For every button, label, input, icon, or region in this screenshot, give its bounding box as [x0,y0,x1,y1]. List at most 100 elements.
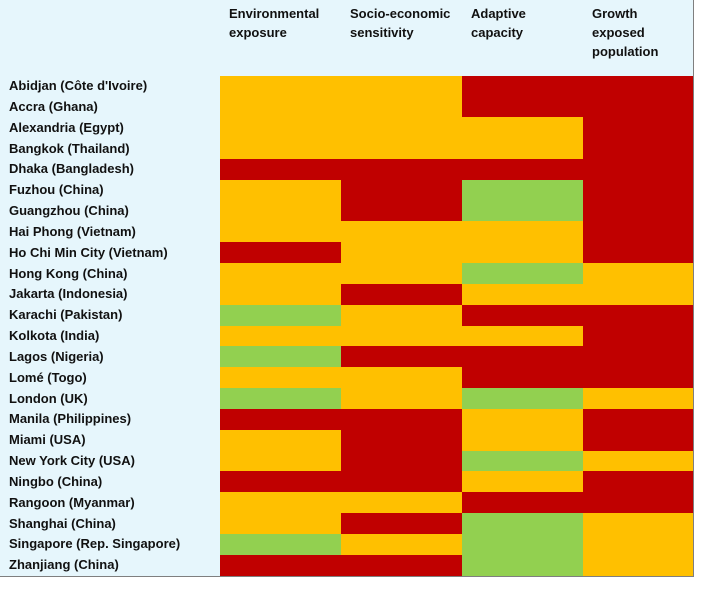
row-label: Guangzhou (China) [9,203,129,218]
column-header: Socio-economic sensitivity [350,6,451,40]
heatmap-cell [583,346,693,368]
row-label: Accra (Ghana) [9,98,98,114]
heatmap-cell [583,305,693,326]
heatmap-cell [583,451,693,472]
heatmap-cell [220,346,341,368]
heatmap-cell [341,471,462,493]
heatmap-cell [220,117,341,139]
heatmap-cell [341,409,462,431]
row-label: Rangoon (Myanmar) [9,494,135,510]
heatmap-cell [220,159,341,181]
heatmap-cell [583,492,693,514]
heatmap-cell [341,180,462,201]
heatmap-cell [220,430,341,451]
row-label: Hong Kong (China) [9,265,128,281]
heatmap-cell [341,201,462,222]
heatmap-cell [462,430,583,451]
heatmap-cell [462,263,583,285]
heatmap-cell [462,367,583,389]
heatmap-cell [220,242,341,264]
row-label: Lomé (Togo) [9,369,87,385]
heatmap-table: Environmental exposure Socio-economic sensi… [0,0,694,577]
heatmap-cell [583,471,693,493]
heatmap-cell [583,159,693,181]
column-header: Growth exposed population [592,6,659,59]
heatmap-cell [583,180,693,201]
row-label: Miami (USA) [9,432,86,448]
heatmap-cell [583,326,693,347]
heatmap-cell [462,471,583,493]
heatmap-cell [583,201,693,222]
heatmap-cell [583,534,693,556]
row-label: Fuzhou (China) [9,182,104,198]
heatmap-cell [341,117,462,139]
heatmap-cell [583,284,693,306]
heatmap-cell [341,346,462,368]
heatmap-cell [583,513,693,535]
heatmap-cell [220,367,341,389]
heatmap-cell [583,409,693,431]
row-label: London (UK) [9,390,88,406]
heatmap-cell [341,326,462,347]
heatmap-cell [220,555,341,576]
heatmap-cell [220,284,341,306]
heatmap-cell [220,201,341,222]
heatmap-cell [220,263,341,285]
heatmap-cell [220,326,341,347]
heatmap-cell [341,555,462,576]
heatmap-cell [462,221,583,243]
heatmap-cell [341,284,462,306]
row-label: Abidjan (Côte d'Ivoire) [9,78,148,93]
heatmap-cell [220,138,341,160]
heatmap-cell [583,76,693,97]
heatmap-cell [462,388,583,410]
heatmap-cell [462,284,583,306]
heatmap-cell [341,492,462,514]
row-label: Shanghai (China) [9,515,116,531]
heatmap-cell [341,138,462,160]
heatmap-cell [462,242,583,264]
column-header: Environmental exposure [229,6,320,40]
heatmap-cell [341,388,462,410]
heatmap-cell [462,201,583,222]
heatmap-cell [220,180,341,201]
heatmap-cell [341,96,462,118]
row-label: Zhanjiang (China) [9,557,119,573]
row-label: Ho Chi Min City (Vietnam) [9,244,168,260]
heatmap-cell [583,96,693,118]
heatmap-cell [462,138,583,160]
heatmap-cell [462,534,583,556]
heatmap-cell [341,367,462,389]
row-label: Karachi (Pakistan) [9,307,123,323]
heatmap-cell [583,138,693,160]
heatmap-cell [341,451,462,472]
heatmap-cell [341,430,462,451]
heatmap-cell [462,346,583,368]
heatmap-cell [220,492,341,514]
column-header: Adaptive capacity [471,6,526,40]
heatmap-cell [220,409,341,431]
heatmap-cell [462,76,583,97]
row-label: New York City (USA) [9,453,135,468]
heatmap-cell [462,305,583,326]
row-label: Ningbo (China) [9,473,103,489]
heatmap-cell [583,221,693,243]
heatmap-cell [341,76,462,97]
heatmap-cell [583,117,693,139]
heatmap-cell [220,388,341,410]
heatmap-cell [583,430,693,451]
row-label: Manila (Philippines) [9,411,132,427]
heatmap-cell [220,451,341,472]
heatmap-cell [583,242,693,264]
heatmap-cell [583,367,693,389]
heatmap-cell [462,451,583,472]
heatmap-cell [462,117,583,139]
heatmap-cell [462,180,583,201]
heatmap-cell [341,263,462,285]
heatmap-cell [220,221,341,243]
heatmap-cell [341,159,462,181]
row-label: Hai Phong (Vietnam) [9,223,136,239]
row-label: Dhaka (Bangladesh) [9,161,134,177]
row-label: Lagos (Nigeria) [9,348,104,364]
heatmap-cell [341,305,462,326]
